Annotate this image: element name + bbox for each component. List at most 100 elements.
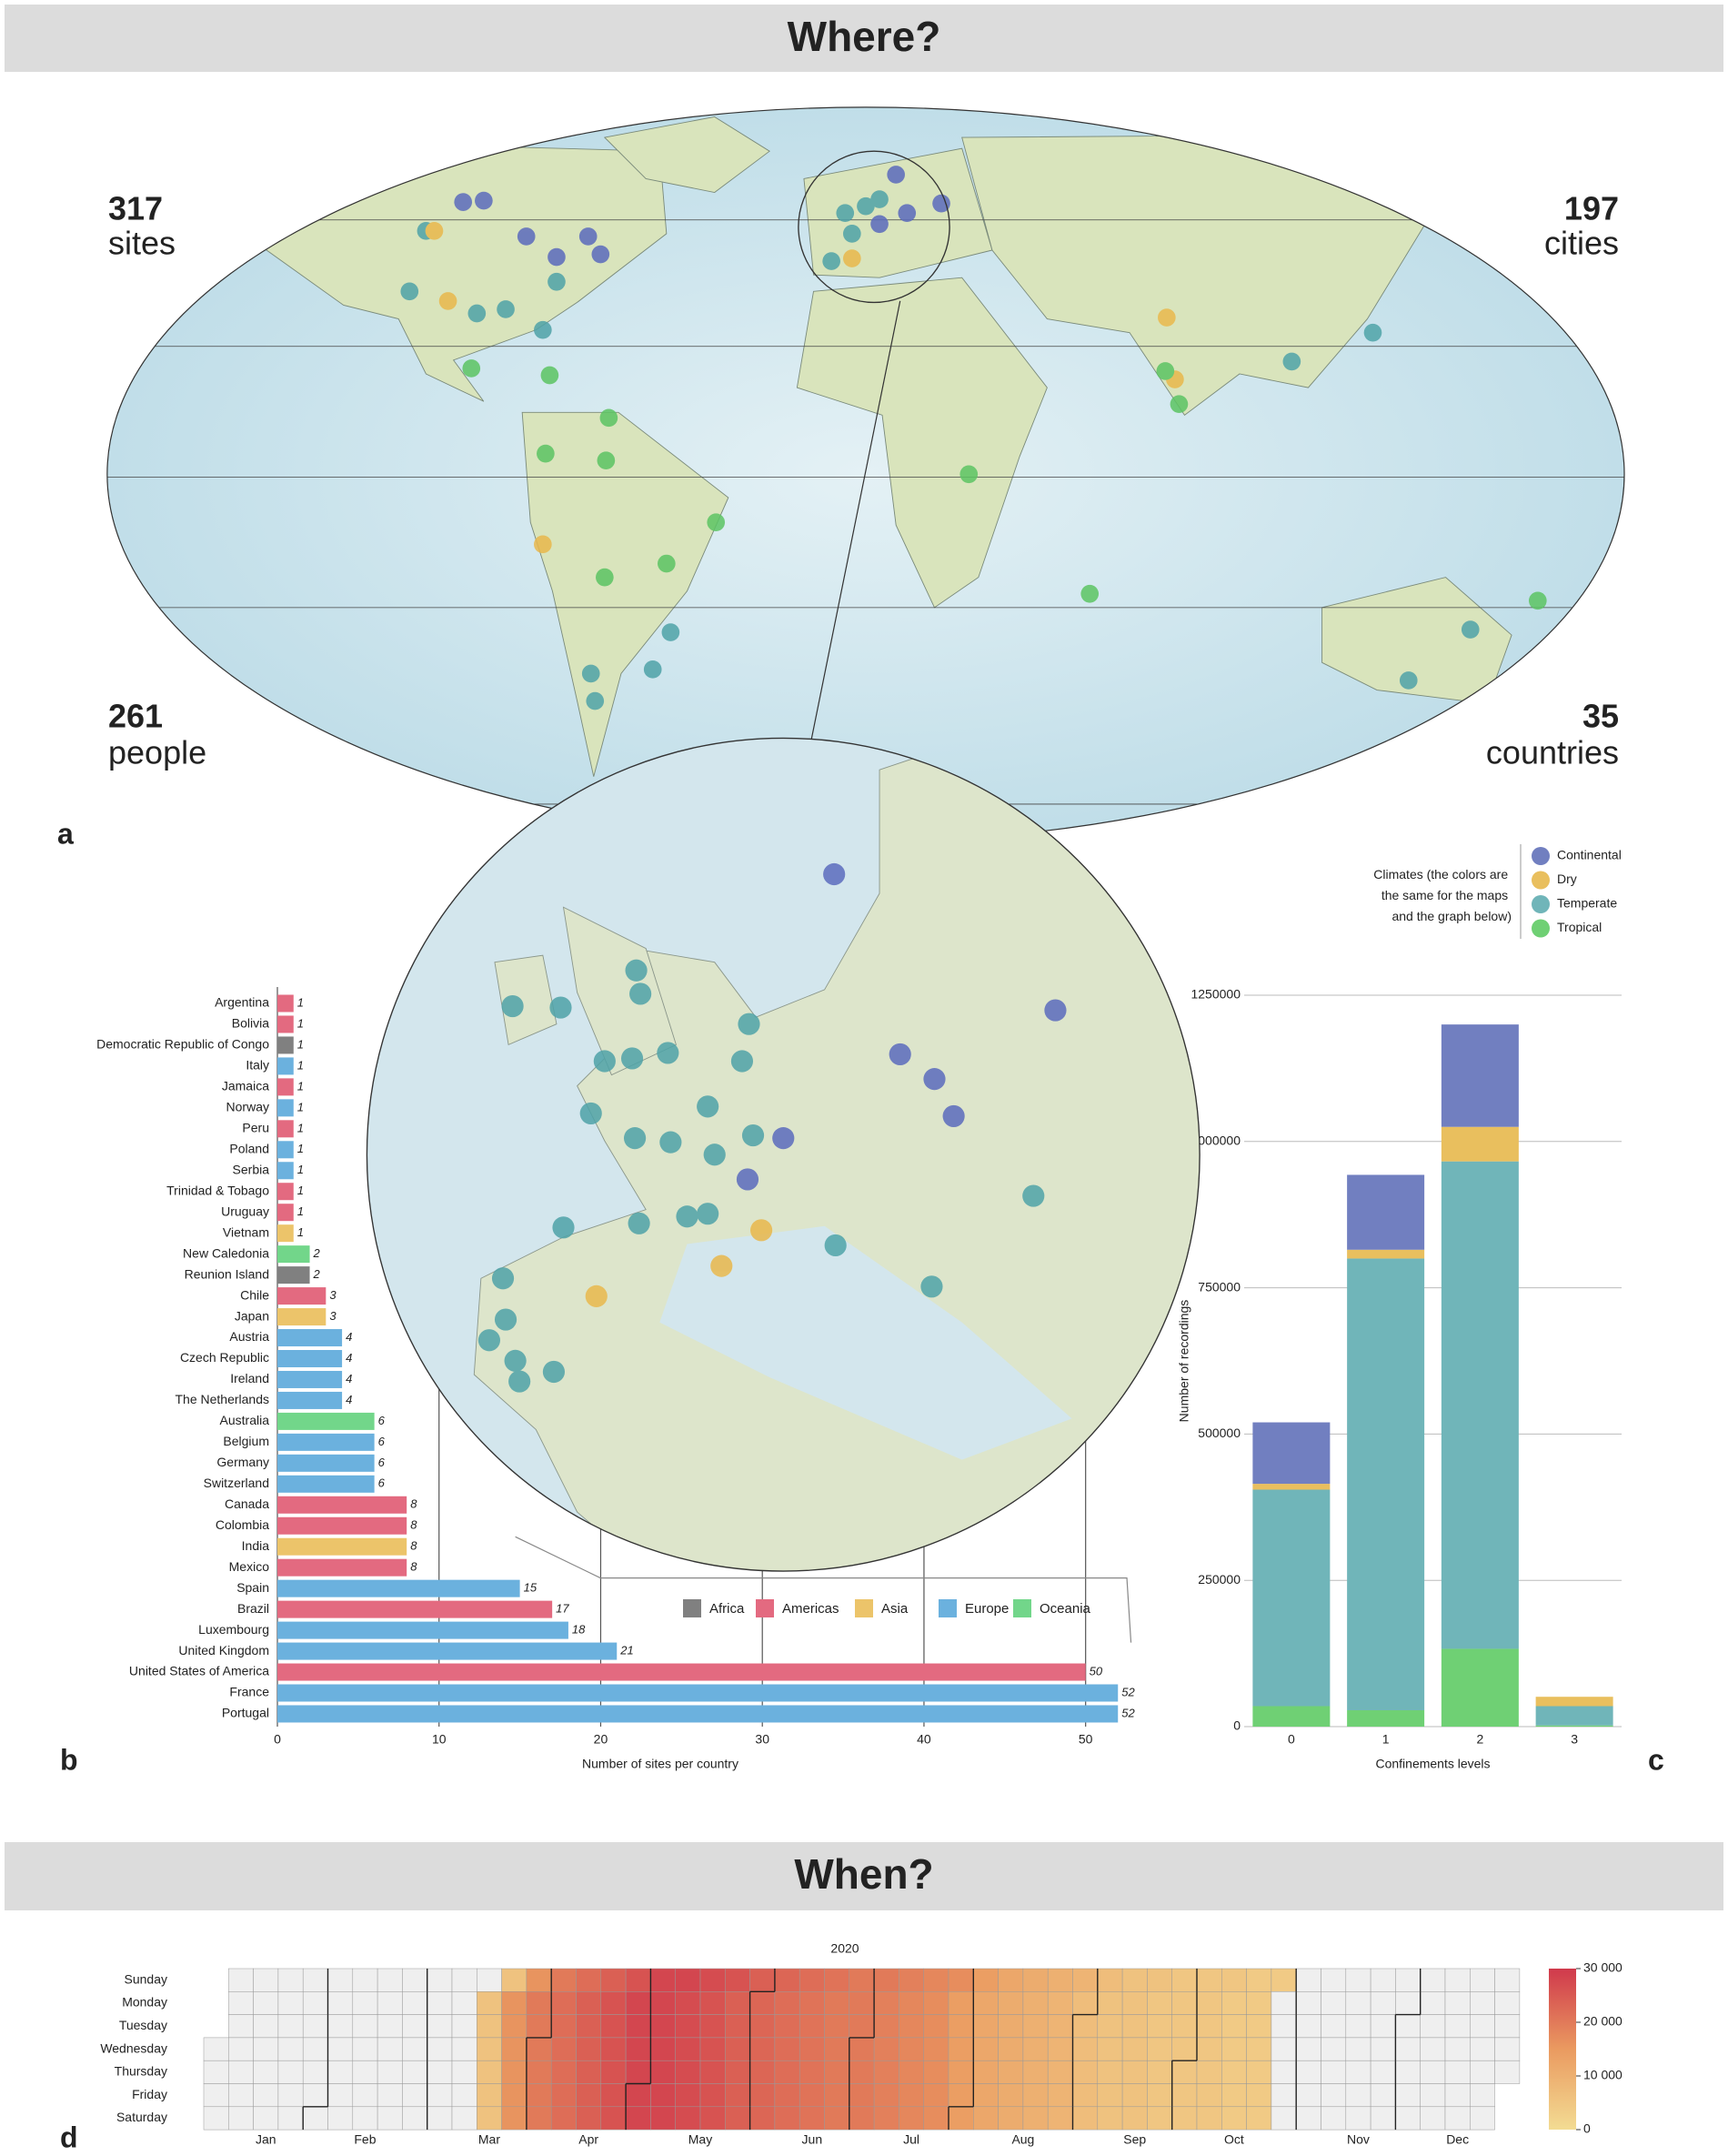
stat-number: 317 <box>108 190 163 227</box>
day-cell <box>1072 1991 1099 2015</box>
value-label: 2 <box>313 1246 321 1260</box>
day-cell <box>824 2014 850 2039</box>
month-label: Apr <box>578 2132 598 2147</box>
site-dot <box>462 359 481 378</box>
day-cell <box>849 2014 875 2039</box>
bar <box>277 1705 1119 1723</box>
day-cell <box>1420 2060 1446 2084</box>
value-label: 4 <box>346 1372 352 1385</box>
site-dot <box>579 1102 602 1124</box>
category-label: Norway <box>226 1100 269 1114</box>
day-cell <box>725 2037 750 2061</box>
month-label: Jun <box>802 2132 823 2147</box>
month-label: May <box>688 2132 712 2147</box>
day-cell <box>427 2060 453 2084</box>
site-dot <box>707 513 726 532</box>
day-cell <box>973 2060 999 2084</box>
day-cell <box>277 2060 304 2084</box>
day-cell <box>998 2037 1024 2061</box>
day-cell <box>1321 1991 1347 2015</box>
day-cell <box>799 2037 825 2061</box>
site-dot <box>491 1267 515 1290</box>
day-cell <box>973 1991 999 2015</box>
day-cell <box>1246 2106 1272 2131</box>
day-cell <box>1147 2014 1172 2039</box>
bar-segment <box>1441 1648 1519 1727</box>
legend-label: Oceania <box>1040 1601 1091 1617</box>
day-cell <box>1147 2060 1172 2084</box>
temperate-dots <box>477 959 1045 1393</box>
site-dot <box>823 862 846 886</box>
site-dot <box>942 1104 965 1128</box>
day-cell <box>352 1968 378 1992</box>
legend-label: Temperate <box>1557 896 1617 911</box>
day-cell <box>1072 2106 1099 2131</box>
day-cell <box>576 2060 602 2084</box>
day-cell <box>873 2060 899 2084</box>
bar-segment <box>1252 1489 1331 1707</box>
island <box>494 954 558 1046</box>
site-dot <box>548 272 566 291</box>
bar <box>277 1266 310 1285</box>
day-cell <box>477 2014 502 2039</box>
day-cell <box>774 2014 800 2039</box>
day-cell <box>1171 2060 1198 2084</box>
legend-label: Americas <box>782 1601 839 1617</box>
value-label: 18 <box>572 1623 586 1637</box>
day-cell <box>923 2083 949 2108</box>
stat-number: 197 <box>1564 190 1619 227</box>
site-dot <box>552 1216 575 1239</box>
day-cell <box>1147 2037 1172 2061</box>
value-label: 2 <box>313 1267 321 1281</box>
value-label: 52 <box>1121 1685 1135 1698</box>
day-cell <box>725 1968 750 1992</box>
day-cell <box>1072 1968 1099 1992</box>
day-cell <box>477 2037 502 2061</box>
day-cell <box>377 1968 403 1992</box>
site-dot <box>581 664 600 683</box>
africa <box>796 277 1048 609</box>
day-cell <box>377 2037 403 2061</box>
day-cell <box>1196 2014 1222 2039</box>
day-cell <box>526 2060 552 2084</box>
site-dot <box>425 222 444 240</box>
bar-segment <box>1535 1725 1613 1727</box>
site-dot <box>730 1050 754 1073</box>
bar-segment <box>1347 1709 1425 1727</box>
day-cell <box>1072 2083 1099 2108</box>
day-cell <box>501 2037 527 2061</box>
day-cell <box>1395 2037 1421 2061</box>
bar <box>277 1329 343 1347</box>
day-cell <box>899 2037 924 2061</box>
south-america <box>521 411 729 777</box>
day-cell <box>1196 2037 1222 2061</box>
x-tick-label: 50 <box>1079 1732 1093 1747</box>
day-cell <box>824 1968 850 1992</box>
day-cell <box>550 2106 577 2131</box>
day-cell <box>526 2106 552 2131</box>
x-tick-label: 30 <box>755 1732 769 1747</box>
day-cell <box>973 1968 999 1992</box>
day-cell <box>402 1991 427 2015</box>
day-cell <box>1444 1991 1471 2015</box>
site-dot <box>534 535 552 554</box>
day-cell <box>1147 2083 1172 2108</box>
day-cell <box>526 2037 552 2061</box>
inset-dots <box>477 862 1067 1393</box>
day-cell <box>526 2083 552 2108</box>
world-map <box>106 106 1625 841</box>
day-cell <box>948 2083 974 2108</box>
day-cell <box>526 1991 552 2015</box>
category-label: Germany <box>216 1455 269 1469</box>
category-label: Peru <box>242 1121 269 1135</box>
day-cell <box>849 2083 875 2108</box>
day-cell <box>650 2060 676 2084</box>
day-cell <box>998 2014 1024 2039</box>
x-tick-label: 0 <box>274 1732 281 1747</box>
day-cell <box>725 2014 750 2039</box>
category-label: Brazil <box>237 1601 269 1616</box>
category-label: Mexico <box>229 1559 270 1574</box>
value-label: 8 <box>410 1518 417 1532</box>
day-cell <box>749 2106 776 2131</box>
day-cell <box>774 1991 800 2015</box>
